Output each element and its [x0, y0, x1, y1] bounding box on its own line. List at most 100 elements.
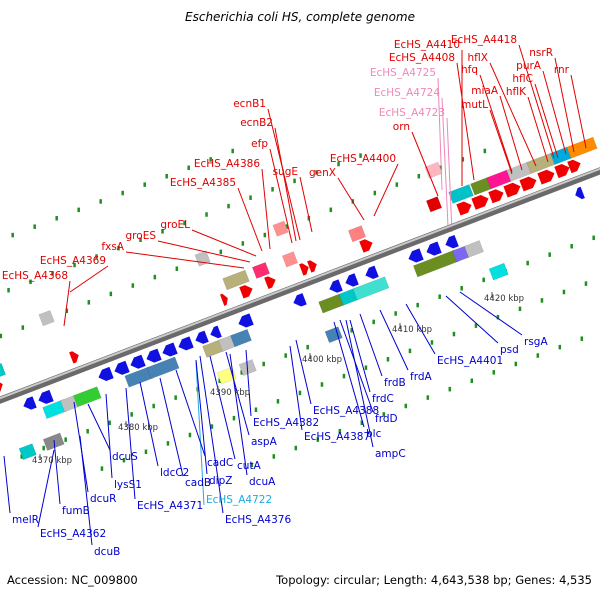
guide-tick [272, 454, 276, 459]
forward-gene-arrow [488, 189, 504, 204]
gene-label: frdC [372, 393, 394, 405]
guide-tick [218, 378, 221, 384]
guide-tick [183, 220, 186, 226]
guide-tick [210, 424, 214, 429]
guide-tick [452, 331, 456, 337]
guide-tick [338, 428, 342, 434]
gene-label: groES [126, 230, 157, 242]
forward-gene-arrow [220, 293, 228, 306]
reverse-gene-arrow [23, 396, 37, 410]
guide-tick [65, 308, 69, 313]
forward-gene-arrow [456, 201, 472, 216]
guide-tick [254, 407, 258, 412]
guide-tick [263, 232, 267, 238]
gene-arrows [0, 159, 585, 410]
leader-line [229, 353, 248, 476]
feature-block [194, 250, 211, 267]
leader-line [349, 319, 371, 393]
gene-label: psd [500, 344, 519, 356]
gene-label: EcHS_A4369 [40, 255, 106, 267]
forward-gene-arrow [471, 195, 489, 210]
scale-label: 4390 kbp [210, 388, 250, 398]
gene-label: miaA [471, 85, 499, 97]
guide-tick [492, 370, 496, 375]
guide-tick [285, 224, 289, 229]
guide-tick [55, 216, 58, 221]
gene-label: blc [366, 428, 382, 440]
leader-line [459, 291, 523, 336]
leader-line [139, 381, 159, 467]
guide-tick [86, 428, 89, 434]
gene-label: hflX [468, 52, 488, 64]
gene-label: EcHS_A4368 [2, 270, 68, 282]
feature-block [272, 220, 289, 237]
scale-label: 4380 kbp [118, 423, 158, 433]
gene-label: dipZ [209, 475, 232, 487]
gene-label: EcHS_A4401 [437, 355, 503, 367]
leader-line [489, 62, 537, 167]
feature-block [352, 276, 390, 301]
guide-tick [315, 170, 318, 175]
leader-line [445, 295, 499, 344]
reverse-gene-arrow [293, 293, 307, 307]
gene-label: dcuS [112, 451, 138, 463]
gene-label: EcHS_A4410 [394, 39, 460, 51]
guide-tick [64, 437, 67, 442]
leader-line [345, 319, 374, 448]
feature-block [464, 240, 484, 258]
forward-gene-arrow [299, 263, 309, 276]
guide-tick [548, 252, 551, 257]
leader-line [175, 369, 206, 457]
leader-line [289, 345, 303, 431]
forward-gene-arrow [537, 169, 555, 185]
guide-tick [130, 412, 133, 417]
guide-tick [408, 348, 412, 354]
guide-tick [51, 271, 54, 276]
leader-line [456, 62, 475, 181]
guide-tick [153, 274, 157, 280]
gene-label: EcHS_A4362 [40, 528, 106, 540]
guide-tick [29, 279, 32, 285]
feature-block [425, 196, 443, 213]
guide-tick [109, 291, 113, 297]
leader-line [441, 97, 449, 227]
leader-line [157, 240, 251, 263]
guide-tick [131, 283, 135, 288]
forward-gene-arrow [264, 276, 276, 289]
leader-line [225, 351, 250, 436]
gene-label: ecnB1 [233, 98, 266, 110]
guide-tick [42, 445, 45, 451]
feature-block [18, 443, 37, 461]
guide-tick [174, 395, 177, 400]
reverse-gene-arrow [162, 342, 178, 357]
guide-tick [77, 207, 80, 213]
gene-label: hflK [506, 86, 527, 98]
guide-tick [350, 328, 353, 333]
leader-line [73, 401, 89, 493]
leader-line [373, 163, 399, 217]
gene-label: EcHS_A4724 [374, 87, 440, 99]
map-title: Escherichia coli HS, complete genome [185, 10, 415, 24]
guide-tick [161, 229, 164, 234]
gene-label: cadB [185, 477, 211, 489]
guide-tick [395, 182, 399, 187]
leader-line [105, 393, 113, 479]
reverse-gene-arrow [130, 354, 146, 369]
leader-line [499, 95, 523, 171]
reverse-gene-arrow [408, 248, 424, 263]
leader-line [554, 57, 575, 153]
guide-tick [165, 173, 168, 179]
leader-line [261, 168, 271, 250]
leader-line [570, 74, 587, 149]
guide-tick [526, 260, 529, 266]
leader-line [159, 377, 184, 477]
guide-tick [394, 311, 397, 316]
gene-label: EcHS_A4388 [313, 405, 379, 417]
gene-label: fxsA [101, 241, 124, 253]
gene-label: EcHS_A4400 [330, 153, 396, 165]
gene-label: mutL [461, 99, 488, 111]
leader-line [405, 303, 436, 355]
genome-backbone [0, 167, 600, 404]
gene-label: EcHS_A4382 [253, 417, 319, 429]
